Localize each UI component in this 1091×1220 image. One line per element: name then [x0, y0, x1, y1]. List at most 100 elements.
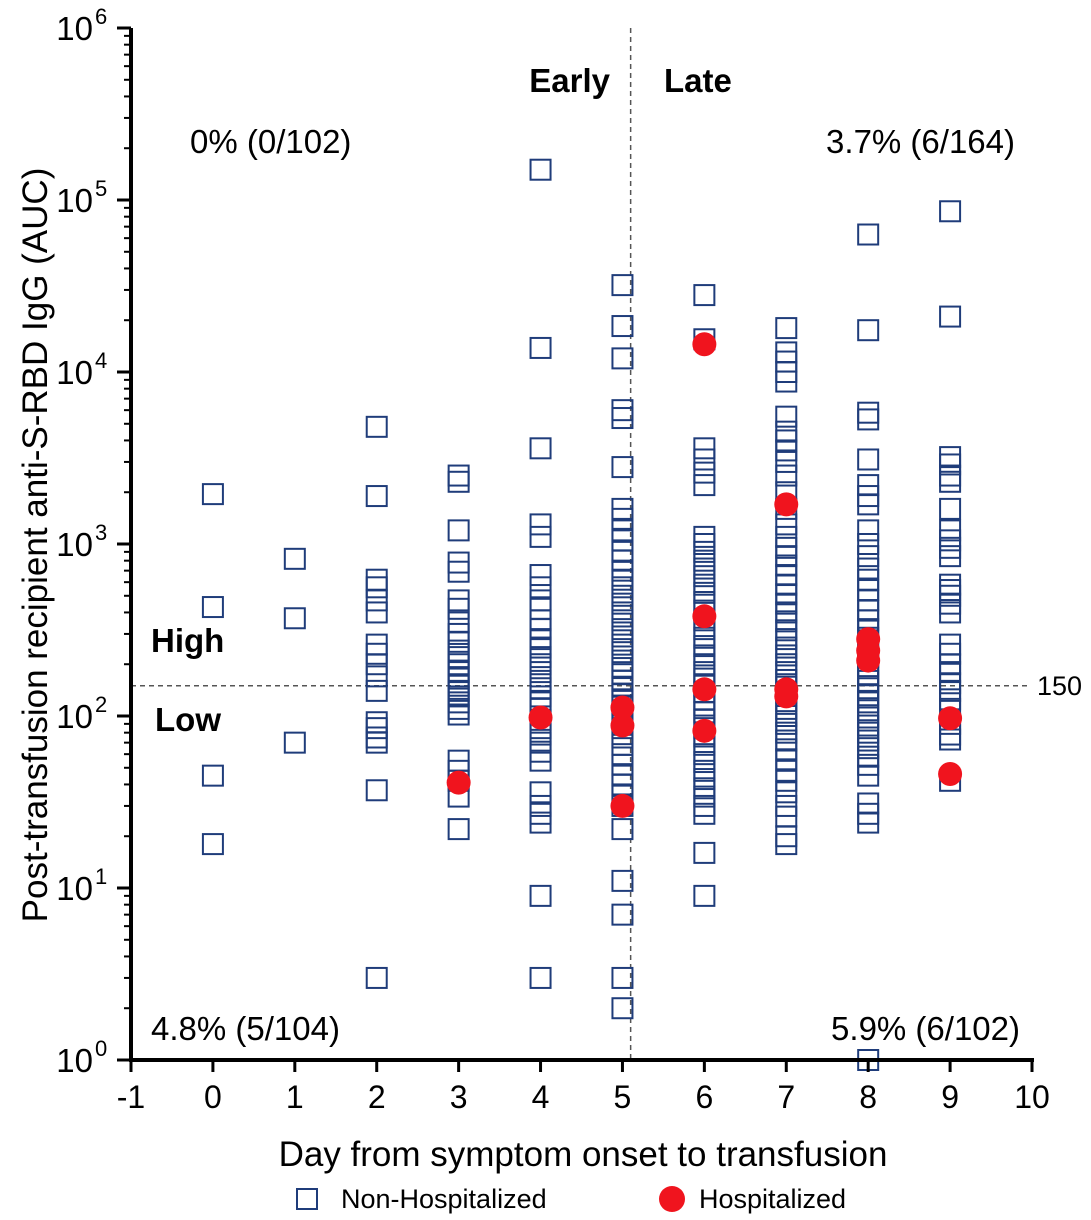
- y-tick-exponent: 4: [95, 348, 107, 373]
- non-hospitalized-point: [693, 284, 716, 307]
- non-hospitalized-point: [365, 731, 388, 754]
- annotation-bottom-right: 5.9% (6/102): [831, 1010, 1020, 1047]
- non-hospitalized-point: [529, 884, 552, 907]
- non-hospitalized-point: [857, 714, 880, 737]
- non-hospitalized-point: [939, 728, 962, 751]
- non-hospitalized-point: [939, 497, 962, 520]
- non-hospitalized-point: [857, 448, 880, 471]
- non-hospitalized-point: [775, 420, 798, 443]
- y-tick-label: 10: [56, 526, 93, 563]
- non-hospitalized-point: [775, 439, 798, 462]
- non-hospitalized-point: [611, 818, 634, 841]
- hospitalized-point: [610, 713, 635, 738]
- non-hospitalized-point: [611, 347, 634, 370]
- non-hospitalized-point: [365, 779, 388, 802]
- non-hospitalized-point: [857, 677, 880, 700]
- hospitalized-point: [774, 684, 799, 709]
- non-hospitalized-point: [365, 601, 388, 624]
- non-hospitalized-point: [611, 315, 634, 338]
- x-tick-label: 0: [204, 1079, 222, 1115]
- non-hospitalized-point: [447, 661, 470, 684]
- y-tick-exponent: 1: [95, 864, 107, 889]
- non-hospitalized-point: [611, 869, 634, 892]
- non-hospitalized-point: [611, 657, 634, 680]
- x-tick-label: 9: [941, 1079, 959, 1115]
- hospitalized-point: [446, 770, 471, 795]
- y-tick-label: 10: [56, 870, 93, 907]
- non-hospitalized-point: [365, 576, 388, 599]
- legend: Non-Hospitalized Hospitalized: [296, 1184, 846, 1214]
- non-hospitalized-point: [447, 703, 470, 726]
- non-hospitalized-point: [857, 319, 880, 342]
- non-hospitalized-point: [529, 966, 552, 989]
- non-hospitalized-point: [447, 589, 470, 612]
- non-hospitalized-point: [857, 557, 880, 580]
- non-hospitalized-point: [857, 493, 880, 516]
- x-tick-label: 2: [368, 1079, 386, 1115]
- x-ticks: -1 0 1 2 3 4 5 6 7 8 9 10: [117, 1060, 1050, 1115]
- x-axis-label: Day from symptom onset to transfusion: [279, 1135, 888, 1174]
- non-hospitalized-point: [611, 966, 634, 989]
- non-hospitalized-point: [529, 597, 552, 620]
- non-hospitalized-point: [529, 525, 552, 548]
- non-hospitalized-point: [857, 401, 880, 424]
- non-hospitalized-point: [939, 453, 962, 476]
- non-hospitalized-point: [939, 573, 962, 596]
- y-tick-exponent: 3: [95, 520, 107, 545]
- x-tick-label: 7: [777, 1079, 795, 1115]
- non-hospitalized-point: [365, 966, 388, 989]
- x-tick-label: 3: [450, 1079, 468, 1115]
- non-hospitalized-point: [693, 448, 716, 471]
- non-hospitalized-point: [529, 802, 552, 825]
- non-hospitalized-point: [693, 525, 716, 548]
- x-tick-label: 4: [532, 1079, 550, 1115]
- non-hospitalized-point: [857, 764, 880, 787]
- non-hospitalized-point: [775, 405, 798, 428]
- non-hospitalized-point: [529, 437, 552, 460]
- non-hospitalized-point: [447, 630, 470, 653]
- non-hospitalized-point: [365, 711, 388, 734]
- non-hospitalized-point: [775, 769, 798, 792]
- hospitalized-point: [692, 604, 717, 629]
- non-hospitalized-point: [693, 437, 716, 460]
- non-hospitalized-point: [939, 601, 962, 624]
- non-hospitalized-point: [693, 802, 716, 825]
- non-hospitalized-point: [939, 446, 962, 469]
- legend-label-non-hospitalized: Non-Hospitalized: [341, 1184, 547, 1214]
- hospitalized-point: [692, 332, 717, 357]
- non-hospitalized-point: [529, 576, 552, 599]
- non-hospitalized-point: [529, 685, 552, 708]
- non-hospitalized-point: [857, 545, 880, 568]
- non-hospitalized-point: [611, 997, 634, 1020]
- non-hospitalized-point: [939, 200, 962, 223]
- non-hospitalized-point: [693, 884, 716, 907]
- y-tick-exponent: 6: [95, 4, 107, 29]
- non-hospitalized-point: [611, 399, 634, 422]
- legend-label-hospitalized: Hospitalized: [699, 1184, 846, 1214]
- non-hospitalized-point: [611, 633, 634, 656]
- non-hospitalized-point: [857, 699, 880, 722]
- hospitalized-point: [692, 718, 717, 743]
- hospitalized-point: [692, 677, 717, 702]
- non-hospitalized-point: [939, 464, 962, 487]
- non-hospitalized-point: [939, 679, 962, 702]
- non-hospitalized-point: [447, 697, 470, 720]
- non-hospitalized-point: [857, 811, 880, 834]
- non-hospitalized-point: [611, 540, 634, 563]
- non-hospitalized-point: [447, 560, 470, 583]
- annotation-high: High: [151, 622, 224, 659]
- non-hospitalized-point: [775, 464, 798, 487]
- ref-line-150-label: 150: [1037, 671, 1082, 701]
- non-hospitalized-point: [939, 592, 962, 615]
- non-hospitalized-point: [529, 749, 552, 772]
- non-hospitalized-point: [365, 485, 388, 508]
- non-hospitalized-point: [775, 317, 798, 340]
- non-hospitalized-point: [365, 665, 388, 688]
- x-tick-label: -1: [117, 1079, 145, 1115]
- non-hospitalized-point: [529, 609, 552, 632]
- hospitalized-point: [938, 762, 963, 787]
- non-hospitalized-point: [611, 407, 634, 430]
- non-hospitalized-point: [857, 533, 880, 555]
- y-tick-label: 10: [56, 698, 93, 735]
